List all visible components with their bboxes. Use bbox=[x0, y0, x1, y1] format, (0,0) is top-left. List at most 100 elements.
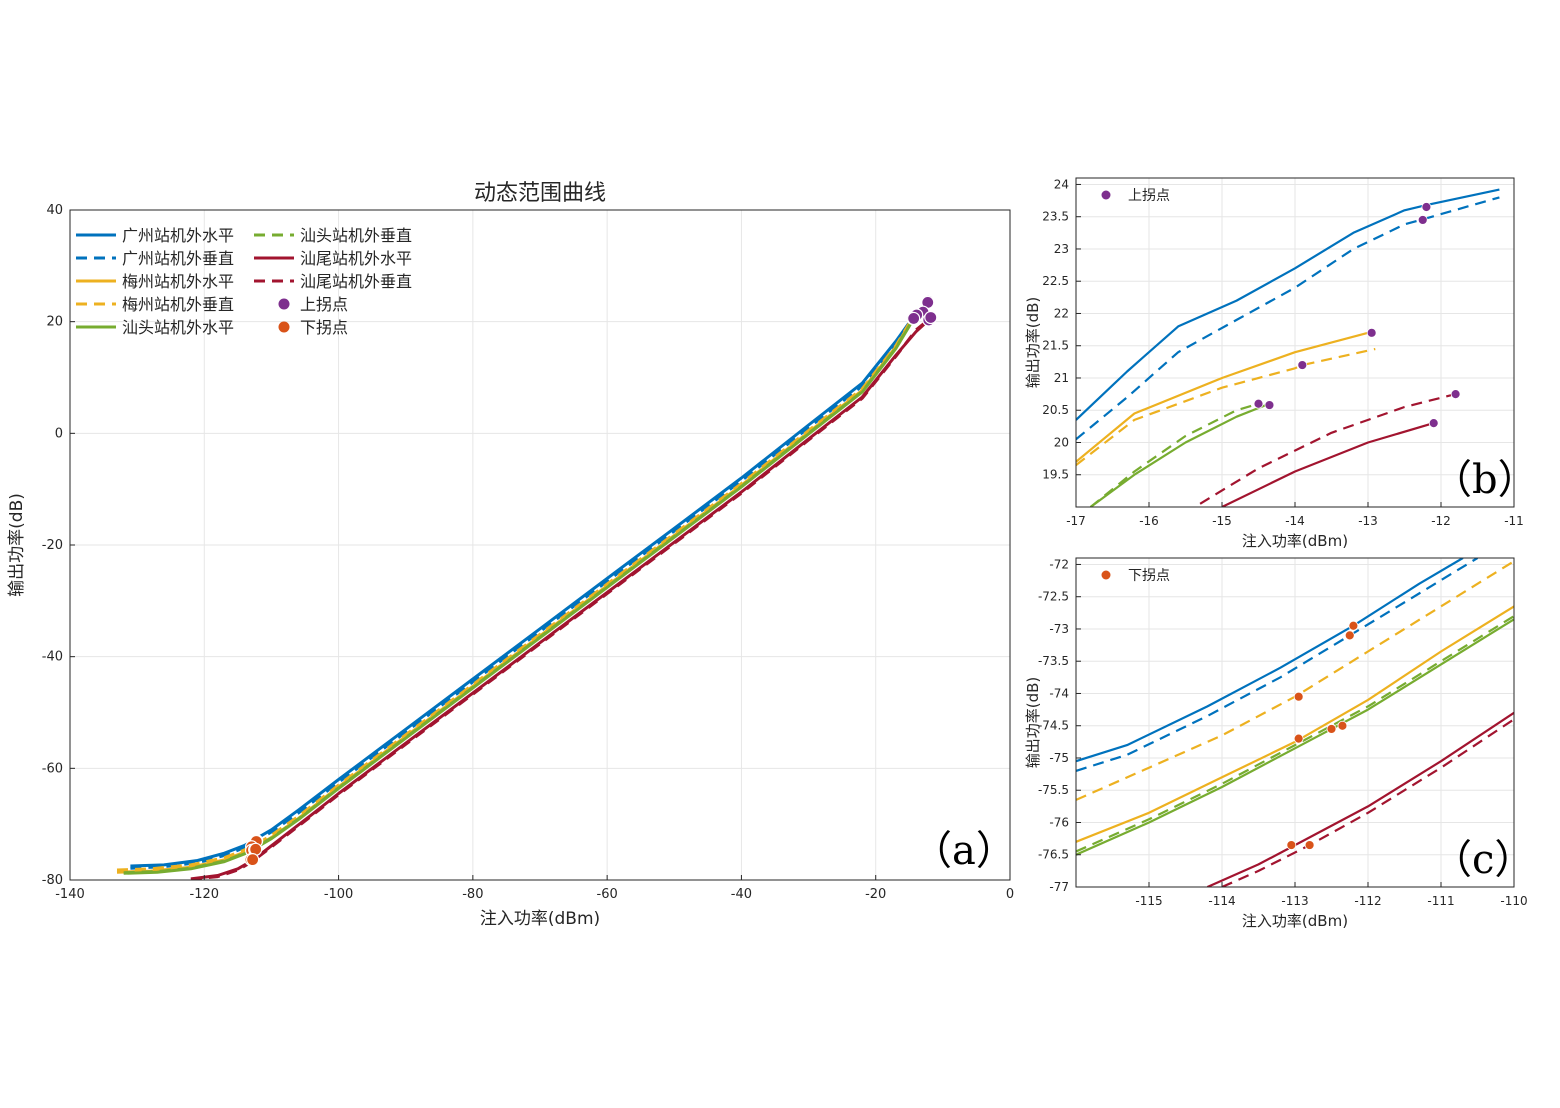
x-axis-label: 注入功率(dBm) bbox=[480, 909, 600, 929]
series-line-a-5 bbox=[123, 317, 915, 875]
legend-entry: 梅州站机外垂直 bbox=[122, 295, 234, 314]
y-tick-label: 20.5 bbox=[1042, 403, 1069, 417]
legend-entry: 汕头站机外水平 bbox=[122, 318, 234, 337]
x-tick-label: -80 bbox=[462, 887, 483, 902]
data-point-a-8-5 bbox=[907, 311, 921, 326]
data-point-b-8-1 bbox=[1417, 215, 1428, 225]
y-axis-label: 输出功率(dB) bbox=[7, 493, 27, 597]
legend-entry: 汕头站机外垂直 bbox=[300, 226, 412, 245]
data-point-b-8-3 bbox=[1297, 360, 1308, 370]
y-tick-label: -60 bbox=[42, 761, 63, 776]
y-tick-label: -75.5 bbox=[1038, 783, 1069, 797]
data-point-c-8-4 bbox=[1326, 724, 1337, 734]
legend-marker bbox=[1101, 570, 1111, 580]
series-line-b-3 bbox=[1076, 347, 1376, 466]
series-line-a-0 bbox=[130, 298, 934, 868]
grid-a bbox=[70, 210, 1010, 880]
data-point-b-8-5 bbox=[1264, 400, 1275, 410]
x-tick-label: -111 bbox=[1427, 894, 1454, 908]
series-line-c-0 bbox=[1076, 558, 1464, 763]
legend-b: 上拐点 bbox=[1101, 188, 1170, 204]
chart-panel-b: -17 -16 -15 -14 -13 -12 -11 19.5 20 20.5 21 21.5 22 2… bbox=[1024, 177, 1538, 550]
x-tick-label: -17 bbox=[1066, 514, 1086, 528]
x-tick-label: -40 bbox=[731, 887, 752, 902]
data-point-c-8-2 bbox=[1293, 691, 1304, 702]
data-point-b-8-4 bbox=[1253, 398, 1264, 409]
data-point-c-8-6 bbox=[1286, 840, 1297, 850]
chart-panel-c: -115 -114 -113 -112 -111 -110 -77 -76.5 -76 -75.5… bbox=[1024, 557, 1534, 930]
series-line-a-3 bbox=[116, 312, 924, 872]
x-tick-label: -60 bbox=[597, 887, 618, 902]
x-tick-label: -120 bbox=[190, 887, 220, 902]
x-tick-label: -20 bbox=[865, 887, 886, 902]
data-point-c-8-0 bbox=[1348, 620, 1359, 631]
data-point-c-8-7 bbox=[1304, 840, 1315, 850]
x-tick-label: -110 bbox=[1500, 894, 1527, 908]
y-tick-label: -72.5 bbox=[1038, 590, 1069, 604]
legend-entry: 梅州站机外水平 bbox=[122, 272, 234, 291]
y-tick-label: 23 bbox=[1054, 242, 1069, 256]
x-axis-label: 注入功率(dBm) bbox=[1242, 912, 1348, 930]
y-tick-label: 20 bbox=[1054, 435, 1069, 449]
x-tick-label: 0 bbox=[1006, 887, 1014, 902]
panel-label: （c） bbox=[1432, 837, 1534, 883]
panel-label: （a） bbox=[912, 828, 1016, 874]
series-line-c-7 bbox=[1221, 718, 1514, 887]
chart-title: 动态范围曲线 bbox=[474, 181, 606, 206]
legend-c: 下拐点 bbox=[1101, 568, 1170, 584]
data-point-c-8-5 bbox=[1337, 720, 1348, 731]
legend-entry: 上拐点 bbox=[1128, 188, 1170, 204]
data-point-b-8-2 bbox=[1366, 327, 1377, 338]
x-tick-label: -112 bbox=[1354, 894, 1381, 908]
legend-marker bbox=[1101, 190, 1111, 200]
series-line-c-2 bbox=[1076, 605, 1514, 843]
y-axis-label: 输出功率(dB) bbox=[1024, 677, 1042, 769]
y-tick-label: 20 bbox=[46, 315, 63, 330]
series-line-c-4 bbox=[1076, 618, 1514, 856]
markers-c bbox=[1286, 620, 1359, 850]
data-point-b-8-0 bbox=[1421, 202, 1432, 212]
x-tick-label: -114 bbox=[1208, 894, 1235, 908]
panel-label: （b） bbox=[1432, 457, 1538, 503]
x-tick-label: -14 bbox=[1285, 514, 1305, 528]
data-point-c-8-1 bbox=[1344, 630, 1355, 641]
legend-entry: 下拐点 bbox=[1128, 568, 1170, 584]
series-line-b-5 bbox=[1089, 402, 1259, 507]
y-axis-label: 输出功率(dB) bbox=[1024, 297, 1042, 389]
legend-entry: 上拐点 bbox=[300, 295, 348, 314]
y-tick-label: -76.5 bbox=[1038, 848, 1069, 862]
chart-panel-a: -140 -120 -100 -80 -60 -40 -20 0 -80 -60 -40 -20 0 20… bbox=[7, 181, 1016, 929]
series-line-b-7 bbox=[1199, 393, 1456, 505]
legend-entry: 下拐点 bbox=[300, 318, 348, 337]
data-point-a-8-7 bbox=[924, 310, 938, 325]
markers-b bbox=[1253, 202, 1461, 429]
y-tick-label: -73.5 bbox=[1038, 654, 1069, 668]
series-line-b-4 bbox=[1089, 404, 1267, 507]
series-line-c-1 bbox=[1076, 558, 1479, 772]
y-tick-label: -77 bbox=[1049, 880, 1069, 894]
x-tick-label: -140 bbox=[55, 887, 85, 902]
legend-entry: 汕尾站机外垂直 bbox=[300, 272, 412, 291]
x-tick-label: -100 bbox=[324, 887, 354, 902]
y-tick-label: -80 bbox=[42, 873, 63, 888]
legend-entry: 汕尾站机外水平 bbox=[300, 249, 412, 268]
data-point-a-9-7 bbox=[246, 853, 260, 867]
y-tick-label: -73 bbox=[1049, 622, 1069, 636]
legend-marker bbox=[278, 321, 290, 333]
legend-entry: 广州站机外垂直 bbox=[122, 249, 234, 268]
y-tick-label: -74.5 bbox=[1038, 719, 1069, 733]
legend-marker bbox=[278, 298, 290, 310]
y-tick-label: 19.5 bbox=[1042, 468, 1069, 482]
y-tick-label: 24 bbox=[1054, 177, 1069, 191]
y-tick-label: 0 bbox=[55, 426, 63, 441]
data-point-b-8-6 bbox=[1428, 418, 1439, 429]
grid-b bbox=[1076, 178, 1514, 507]
series-line-c-5 bbox=[1076, 615, 1514, 853]
x-tick-label: -113 bbox=[1281, 894, 1308, 908]
y-tick-label: 21 bbox=[1054, 371, 1069, 385]
x-tick-label: -11 bbox=[1504, 514, 1524, 528]
markers-a bbox=[244, 294, 938, 867]
